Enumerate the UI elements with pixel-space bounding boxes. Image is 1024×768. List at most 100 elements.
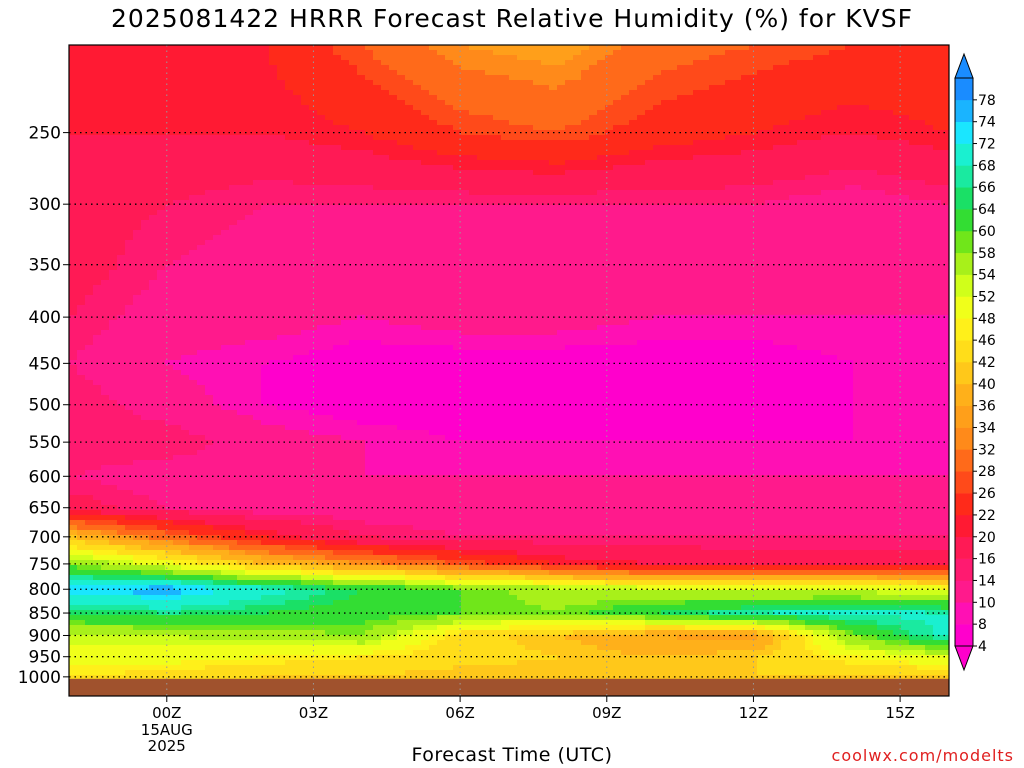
rh-cell bbox=[285, 65, 294, 71]
rh-cell bbox=[317, 640, 326, 646]
rh-cell bbox=[221, 370, 230, 376]
rh-cell bbox=[197, 635, 206, 641]
rh-cell bbox=[341, 110, 350, 116]
rh-cell bbox=[317, 125, 326, 131]
rh-cell bbox=[229, 630, 238, 636]
rh-cell bbox=[101, 645, 110, 651]
rh-cell bbox=[165, 390, 174, 396]
rh-cell bbox=[77, 250, 86, 256]
rh-cell bbox=[221, 610, 230, 616]
rh-cell bbox=[253, 205, 262, 211]
rh-cell bbox=[333, 380, 342, 386]
rh-cell bbox=[109, 400, 118, 406]
rh-cell bbox=[77, 145, 86, 151]
rh-cell bbox=[293, 265, 302, 271]
rh-cell bbox=[93, 555, 102, 561]
rh-cell bbox=[157, 540, 166, 546]
rh-cell bbox=[229, 230, 238, 236]
rh-cell bbox=[221, 190, 230, 196]
rh-cell bbox=[197, 205, 206, 211]
rh-cell bbox=[277, 390, 286, 396]
rh-cell bbox=[197, 75, 206, 81]
rh-cell bbox=[173, 355, 182, 361]
rh-cell bbox=[253, 665, 262, 671]
rh-cell bbox=[333, 495, 342, 501]
rh-cell bbox=[205, 550, 214, 556]
rh-cell bbox=[253, 330, 262, 336]
rh-cell bbox=[229, 120, 238, 126]
rh-cell bbox=[293, 565, 302, 571]
rh-cell bbox=[69, 340, 78, 346]
rh-cell bbox=[293, 425, 302, 431]
rh-cell bbox=[325, 635, 334, 641]
rh-cell bbox=[333, 570, 342, 576]
rh-cell bbox=[317, 340, 326, 346]
rh-cell bbox=[357, 380, 366, 386]
rh-cell bbox=[245, 210, 254, 216]
rh-cell bbox=[285, 80, 294, 86]
rh-cell bbox=[125, 285, 134, 291]
rh-cell bbox=[285, 60, 294, 66]
rh-cell bbox=[333, 450, 342, 456]
rh-cell bbox=[117, 230, 126, 236]
rh-cell bbox=[365, 675, 374, 681]
rh-cell bbox=[197, 460, 206, 466]
rh-cell bbox=[197, 165, 206, 171]
rh-cell bbox=[285, 85, 294, 91]
rh-cell bbox=[125, 315, 134, 321]
rh-cell bbox=[317, 530, 326, 536]
rh-cell bbox=[141, 315, 150, 321]
rh-cell bbox=[221, 640, 230, 646]
rh-cell bbox=[93, 100, 102, 106]
rh-cell bbox=[133, 385, 142, 391]
rh-cell bbox=[309, 595, 318, 601]
rh-cell bbox=[293, 530, 302, 536]
rh-cell bbox=[85, 250, 94, 256]
rh-cell bbox=[101, 650, 110, 656]
rh-cell bbox=[365, 600, 374, 606]
rh-cell bbox=[341, 185, 350, 191]
rh-cell bbox=[205, 350, 214, 356]
rh-cell bbox=[261, 395, 270, 401]
rh-cell bbox=[181, 665, 190, 671]
rh-cell bbox=[157, 390, 166, 396]
rh-cell bbox=[165, 630, 174, 636]
rh-cell bbox=[101, 320, 110, 326]
rh-cell bbox=[341, 450, 350, 456]
rh-cell bbox=[69, 655, 78, 661]
rh-cell bbox=[333, 245, 342, 251]
rh-cell bbox=[373, 55, 382, 61]
rh-cell bbox=[157, 170, 166, 176]
rh-cell bbox=[277, 370, 286, 376]
rh-cell bbox=[229, 265, 238, 271]
rh-cell bbox=[205, 170, 214, 176]
rh-cell bbox=[93, 420, 102, 426]
rh-cell bbox=[85, 285, 94, 291]
rh-cell bbox=[309, 155, 318, 161]
rh-cell bbox=[141, 135, 150, 141]
rh-cell bbox=[229, 535, 238, 541]
rh-cell bbox=[69, 395, 78, 401]
rh-cell bbox=[149, 205, 158, 211]
rh-cell bbox=[205, 315, 214, 321]
rh-cell bbox=[125, 550, 134, 556]
rh-cell bbox=[341, 410, 350, 416]
rh-cell bbox=[285, 75, 294, 81]
rh-cell bbox=[261, 550, 270, 556]
rh-cell bbox=[117, 440, 126, 446]
rh-cell bbox=[341, 615, 350, 621]
rh-cell bbox=[93, 45, 102, 51]
rh-cell bbox=[165, 120, 174, 126]
rh-cell bbox=[77, 235, 86, 241]
rh-cell bbox=[93, 465, 102, 471]
rh-cell bbox=[317, 160, 326, 166]
rh-cell bbox=[77, 560, 86, 566]
rh-cell bbox=[269, 110, 278, 116]
rh-cell bbox=[349, 505, 358, 511]
rh-cell bbox=[117, 105, 126, 111]
rh-cell bbox=[285, 430, 294, 436]
rh-cell bbox=[149, 150, 158, 156]
rh-cell bbox=[173, 230, 182, 236]
rh-cell bbox=[205, 510, 214, 516]
rh-cell bbox=[173, 105, 182, 111]
